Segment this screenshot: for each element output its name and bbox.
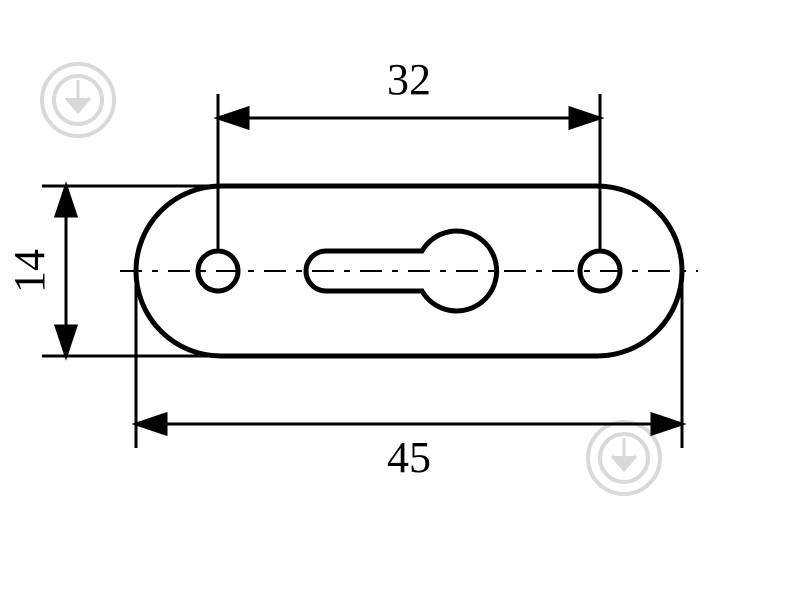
technical-drawing: 32 45 14 bbox=[0, 0, 799, 599]
dimension-14 bbox=[56, 186, 76, 356]
dimension-45-value: 45 bbox=[387, 433, 431, 482]
watermark-bottom-right bbox=[588, 422, 660, 494]
dimension-14-value: 14 bbox=[5, 249, 54, 293]
dimension-32 bbox=[218, 108, 600, 128]
dimension-32-value: 32 bbox=[387, 55, 431, 104]
watermark-top-left bbox=[42, 64, 114, 136]
